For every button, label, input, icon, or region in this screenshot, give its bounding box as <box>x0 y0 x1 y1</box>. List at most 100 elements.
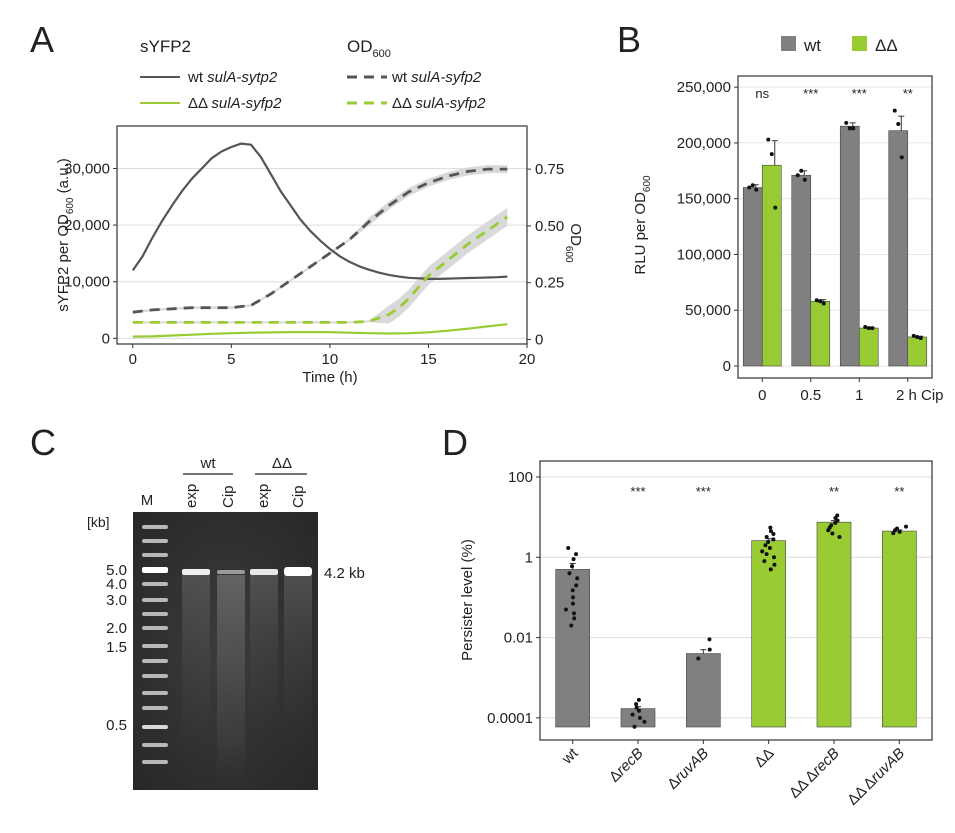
series-line-dd-od <box>132 215 509 324</box>
panel-label-b: B <box>617 19 641 60</box>
gel-ladder-band <box>142 691 168 695</box>
panel-d-significance: ** <box>894 484 904 499</box>
data-point <box>571 611 576 616</box>
data-point <box>896 121 901 126</box>
panel-b-ytick-label: 0 <box>723 358 731 375</box>
panel-a-axes: 0 10,000 20,000 30,000 0 0.25 0.50 0.75 0 5 10 15 20 <box>64 160 564 368</box>
panel-c: M [kb] wt ΔΔ exp Cip exp Cip 5.0 4.0 3.0… <box>87 455 365 790</box>
gel-group-wt: wt <box>200 455 217 472</box>
data-point <box>771 532 776 537</box>
legend-swatch-wt <box>781 36 796 51</box>
bar-dd-1 <box>810 301 831 367</box>
panel-b-significance: ns <box>755 86 769 101</box>
data-point <box>844 120 849 125</box>
panel-a-ytick-label: 10,000 <box>64 274 110 291</box>
data-point <box>847 126 852 131</box>
gel-ladder-band <box>142 598 168 602</box>
legend-label-dd-dashed: ΔΔ sulA-syfp2 <box>392 95 486 112</box>
panel-a-ytick-label: 30,000 <box>64 160 110 177</box>
legend-label-dd-solid: ΔΔ sulA-syfp2 <box>188 95 282 112</box>
panel-a-frame <box>116 125 528 345</box>
legend-title-syfp2: sYFP2 <box>140 37 191 56</box>
data-point <box>799 168 804 173</box>
panel-d-significance: ** <box>829 484 839 499</box>
panel-d-xtick-label: wt <box>558 744 582 768</box>
gel-smear-dd-cip <box>284 575 312 750</box>
panel-b-ytick-label: 100,000 <box>677 246 731 263</box>
panel-b-ytick-label: 250,000 <box>677 79 731 96</box>
data-point <box>754 187 759 192</box>
bar-wt-0 <box>742 187 763 367</box>
panel-a-ylabel: sYFP2 per OD600 (a.u.) <box>55 158 76 311</box>
data-point <box>630 712 635 717</box>
data-point <box>634 705 639 710</box>
gel-smear-dd-exp <box>250 575 278 735</box>
data-point <box>892 108 897 113</box>
panel-b-xtick-label: 0.5 <box>800 387 821 404</box>
panel-b: wt ΔΔ 0 50,000 100,000 150,000 200,000 250,00… <box>632 36 944 404</box>
panel-d: 0.0001 0.01 1 100 wt *** ΔrecB *** ΔruvAB ΔΔ ** ΔΔ … <box>459 460 933 809</box>
bar-5 <box>882 530 917 728</box>
data-point <box>575 576 580 581</box>
gel-ladder-label-2-0: 2.0 <box>106 620 127 637</box>
data-point <box>772 562 777 567</box>
panel-a-y2tick-label: 0 <box>535 331 543 348</box>
legend-title-od: OD600 <box>347 37 391 60</box>
gel-ladder-label-1-5: 1.5 <box>106 639 127 656</box>
data-point <box>833 520 838 525</box>
data-point <box>863 324 868 329</box>
panel-a: sYFP2 OD600 wt sulA-sytp2 ΔΔ sulA-syfp2 … <box>55 37 584 386</box>
data-point <box>915 335 920 339</box>
gel-band-size-label: 4.2 kb <box>324 565 365 582</box>
panel-b-significance: ** <box>903 86 913 101</box>
panel-a-ytick-label: 0 <box>102 330 110 347</box>
gel-lane-label-2: Cip <box>220 485 237 508</box>
data-point <box>911 333 916 338</box>
bar-2 <box>686 653 721 728</box>
gel-ladder-band <box>142 725 168 729</box>
panel-b-ytick-label: 200,000 <box>677 135 731 152</box>
legend-label-wt-dashed: wt sulA-syfp2 <box>391 69 482 86</box>
panel-b-ytick-label: 50,000 <box>685 302 731 319</box>
legend-title-od-main: OD <box>347 37 373 56</box>
gel-band-wt-exp <box>182 569 210 575</box>
bar-0 <box>555 569 590 728</box>
data-point <box>821 301 826 306</box>
data-point <box>768 567 773 572</box>
panel-b-frame <box>737 75 933 379</box>
panel-b-xtick-label: 0 <box>758 387 766 404</box>
data-point <box>897 529 902 534</box>
panel-d-gridlines <box>540 476 932 719</box>
gel-ladder-label-4-0: 4.0 <box>106 576 127 593</box>
data-point <box>636 708 641 713</box>
gel-smear-wt-cip <box>217 575 245 785</box>
bar-dd-3 <box>907 336 928 367</box>
data-point <box>571 557 576 562</box>
panel-d-ytick-label: 0.01 <box>504 630 533 647</box>
data-point <box>642 719 647 724</box>
data-point <box>696 656 701 661</box>
data-point <box>750 183 755 188</box>
gel-ladder-band <box>142 553 168 557</box>
data-point <box>563 607 568 612</box>
panel-d-significance: *** <box>696 484 711 499</box>
gel-band-dd-exp <box>250 569 278 575</box>
panel-d-bars <box>555 513 917 729</box>
panel-d-xtick-label: ΔΔ ΔruvAB <box>844 745 908 809</box>
data-point <box>768 529 773 534</box>
data-point <box>707 647 712 652</box>
panel-label-d: D <box>442 422 468 463</box>
panel-a-xtick-label: 5 <box>227 351 235 368</box>
data-point <box>771 537 776 542</box>
bar-4 <box>816 521 852 728</box>
data-point <box>747 185 752 190</box>
data-point <box>707 637 712 642</box>
data-point <box>570 588 575 593</box>
panel-b-ytick-label: 150,000 <box>677 191 731 208</box>
panel-b-xtick-label: 1 <box>855 387 863 404</box>
bar-wt-2 <box>839 125 860 367</box>
gel-lane-label-4: Cip <box>290 485 307 508</box>
panel-b-bars <box>742 108 928 367</box>
data-point <box>566 546 571 551</box>
data-point <box>767 546 772 551</box>
